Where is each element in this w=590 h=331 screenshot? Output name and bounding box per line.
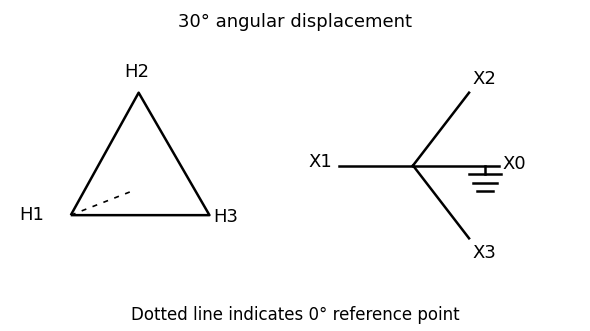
Text: H3: H3 [214,208,238,226]
Text: X1: X1 [309,153,332,171]
Text: X3: X3 [472,244,496,262]
Text: Dotted line indicates 0° reference point: Dotted line indicates 0° reference point [131,307,459,324]
Text: X0: X0 [503,155,526,173]
Text: H2: H2 [124,63,149,81]
Text: X2: X2 [472,70,496,88]
Text: 30° angular displacement: 30° angular displacement [178,13,412,31]
Text: H1: H1 [19,206,44,224]
